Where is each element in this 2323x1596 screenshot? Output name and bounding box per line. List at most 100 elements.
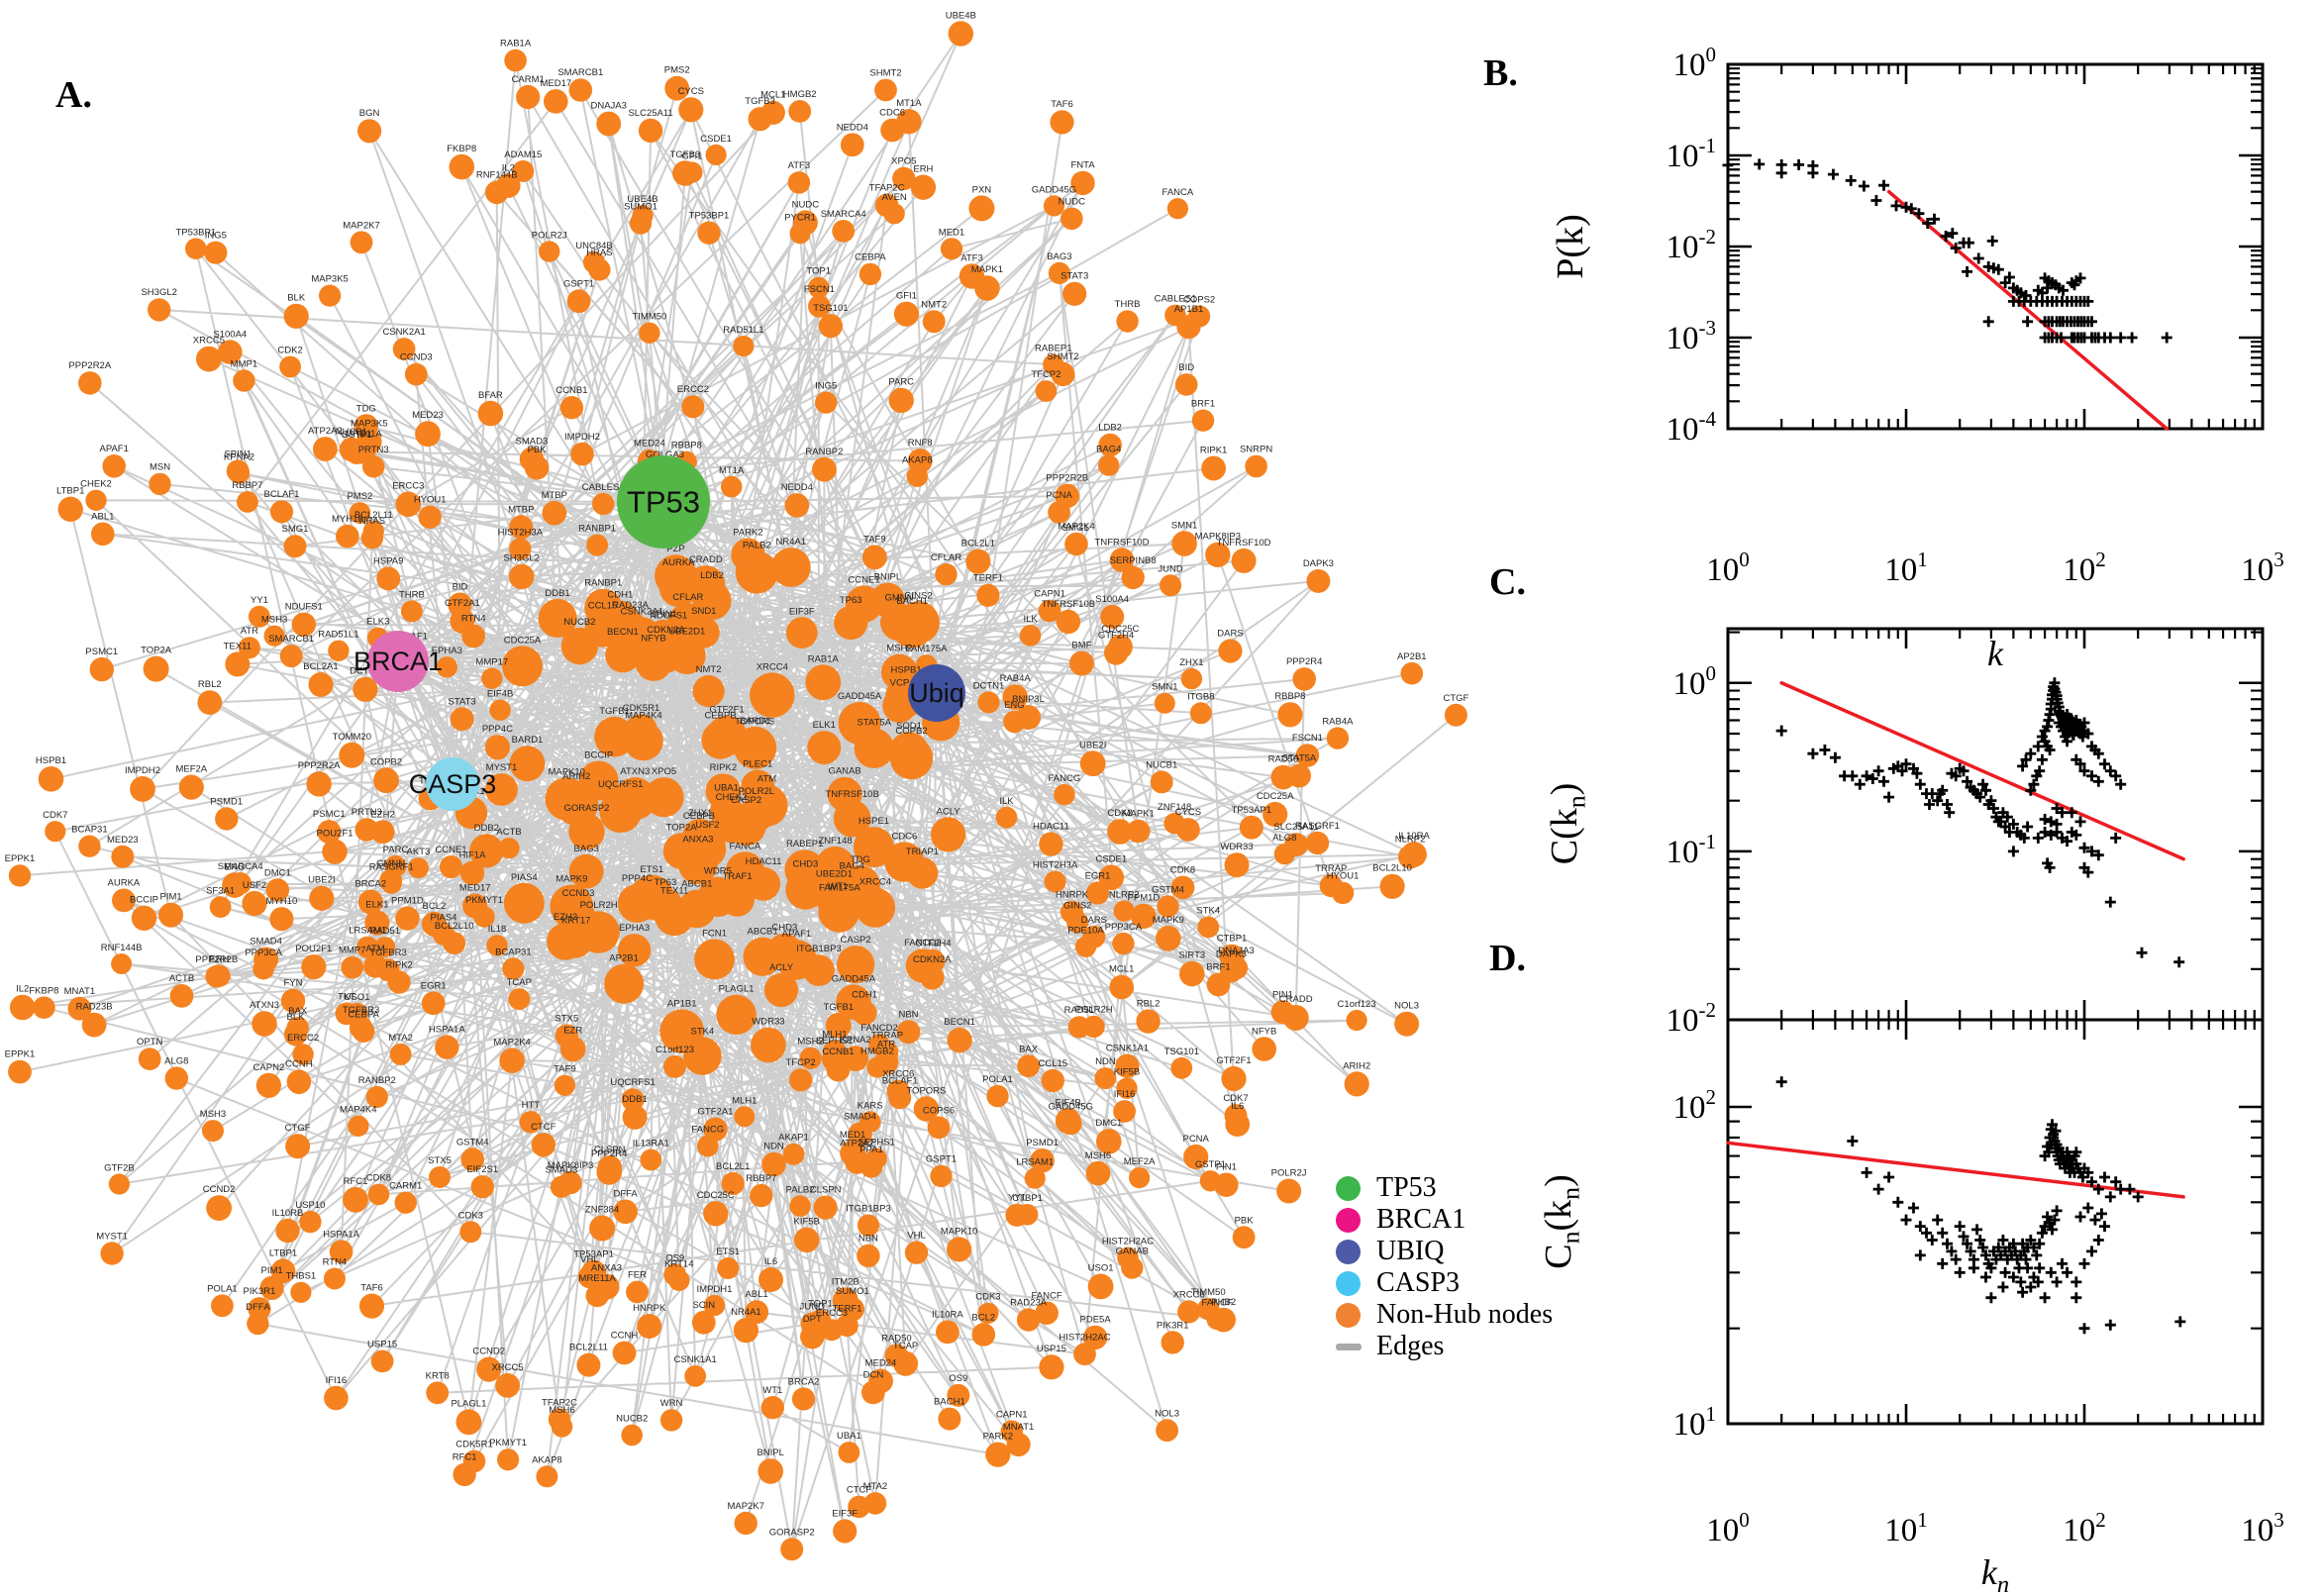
svg-text:CCNE1: CCNE1 (435, 845, 466, 855)
svg-text:CABLES1: CABLES1 (1155, 294, 1197, 305)
svg-text:ELK1: ELK1 (365, 899, 388, 910)
svg-text:10-4: 10-4 (1666, 407, 1717, 448)
svg-text:BCCIP: BCCIP (130, 895, 158, 906)
svg-text:TOP2A: TOP2A (666, 822, 698, 833)
svg-text:USP15: USP15 (367, 1340, 397, 1350)
svg-text:NRAS: NRAS (359, 516, 385, 527)
svg-text:DDB2: DDB2 (474, 823, 499, 834)
svg-text:CDKN2A: CDKN2A (913, 954, 952, 965)
svg-text:HYOU1: HYOU1 (1327, 871, 1360, 882)
svg-text:BFAR: BFAR (478, 390, 503, 401)
svg-text:RBBP8: RBBP8 (671, 441, 702, 451)
svg-text:TFCP2: TFCP2 (786, 1057, 816, 1068)
svg-text:GSPT1: GSPT1 (926, 1154, 957, 1165)
svg-text:HMGB2: HMGB2 (860, 1047, 894, 1057)
svg-text:MAPK10: MAPK10 (548, 766, 585, 777)
svg-text:YY1: YY1 (1008, 1193, 1026, 1204)
svg-text:BNIPL: BNIPL (874, 572, 901, 583)
svg-text:CCND3: CCND3 (400, 352, 433, 363)
svg-text:XRCC4: XRCC4 (757, 661, 788, 672)
svg-text:BCL2: BCL2 (971, 1312, 995, 1323)
svg-text:IFI16: IFI16 (326, 1375, 348, 1386)
svg-text:NEDD4: NEDD4 (781, 482, 813, 493)
svg-text:NFYB: NFYB (641, 634, 665, 645)
ubiq-swatch-icon (1336, 1239, 1361, 1264)
svg-text:SF3A1: SF3A1 (206, 885, 235, 896)
svg-text:CDK5R1: CDK5R1 (623, 703, 660, 714)
svg-text:ATR: ATR (877, 1039, 895, 1049)
svg-text:CTGF: CTGF (285, 1123, 311, 1134)
svg-text:VHL: VHL (907, 1231, 925, 1242)
svg-text:PPP2R2B: PPP2R2B (195, 954, 238, 965)
svg-text:LTBP1: LTBP1 (269, 1247, 297, 1258)
svg-text:MRE11A: MRE11A (579, 1273, 617, 1284)
svg-text:RIPK2: RIPK2 (385, 960, 412, 971)
svg-text:EIF4B: EIF4B (1055, 1097, 1080, 1108)
svg-text:XRCC6: XRCC6 (1173, 1289, 1205, 1300)
svg-text:CDK8: CDK8 (1170, 865, 1195, 876)
svg-text:TP53BP1: TP53BP1 (175, 227, 216, 238)
svg-text:WT1: WT1 (828, 881, 848, 892)
svg-text:ELK1: ELK1 (813, 720, 836, 731)
svg-text:STAT3: STAT3 (449, 696, 476, 707)
svg-text:EIF3F: EIF3F (832, 1508, 858, 1519)
svg-text:CCND3: CCND3 (562, 888, 595, 899)
svg-text:FCN1: FCN1 (702, 929, 727, 940)
svg-text:ATM: ATM (758, 773, 776, 784)
svg-text:NFYB: NFYB (1252, 1026, 1276, 1037)
svg-text:DAPK3: DAPK3 (1216, 949, 1247, 960)
svg-text:RAD51L1: RAD51L1 (723, 325, 763, 336)
svg-text:BCL2L1: BCL2L1 (716, 1161, 750, 1172)
svg-text:POLR2L: POLR2L (739, 786, 774, 797)
svg-text:CCL15: CCL15 (588, 601, 618, 612)
svg-text:JUND: JUND (800, 1302, 825, 1313)
svg-text:MED17: MED17 (459, 882, 491, 893)
svg-text:COPB2: COPB2 (895, 726, 927, 737)
svg-text:POLR2H: POLR2H (580, 900, 618, 911)
panel-a-label: A. (55, 74, 92, 116)
svg-text:ACTB: ACTB (496, 827, 521, 838)
svg-text:UQCRFS1: UQCRFS1 (610, 1077, 655, 1088)
svg-text:CDK3: CDK3 (975, 1292, 1000, 1303)
svg-text:POU2F1: POU2F1 (295, 944, 332, 954)
svg-text:PSMC1: PSMC1 (85, 647, 118, 657)
svg-text:TIMM50: TIMM50 (1191, 1287, 1226, 1298)
svg-text:UBE2D1: UBE2D1 (816, 869, 853, 880)
svg-text:ACLY: ACLY (937, 806, 961, 817)
svg-text:TOP2A: TOP2A (141, 646, 172, 656)
legend-item-edges: Edges (1336, 1331, 1553, 1362)
svg-text:EGR1: EGR1 (421, 980, 447, 991)
scatter-points (1775, 677, 2185, 968)
svg-text:ATP2A2: ATP2A2 (840, 1139, 874, 1149)
svg-text:RANBP2: RANBP2 (805, 447, 843, 457)
svg-text:ELK3: ELK3 (366, 617, 389, 628)
svg-text:ITGB1BP3: ITGB1BP3 (846, 1204, 890, 1215)
svg-text:BLK: BLK (287, 293, 306, 304)
svg-text:SOD1: SOD1 (896, 721, 922, 732)
svg-text:UNC84B: UNC84B (575, 241, 613, 251)
svg-text:BCL2L11: BCL2L11 (354, 510, 393, 521)
svg-text:PLAGL1: PLAGL1 (451, 1398, 486, 1409)
svg-text:MLH1: MLH1 (732, 1095, 757, 1106)
svg-text:PLAGL1: PLAGL1 (719, 984, 755, 995)
svg-text:HSPA1A: HSPA1A (429, 1025, 465, 1036)
svg-text:CAPN1: CAPN1 (996, 1410, 1028, 1421)
svg-text:IFI16: IFI16 (1114, 1089, 1136, 1100)
svg-text:SUMO1: SUMO1 (836, 1286, 869, 1297)
svg-text:CCNE1: CCNE1 (848, 574, 879, 585)
svg-text:RTN4: RTN4 (461, 614, 486, 625)
svg-text:ENG: ENG (225, 861, 246, 872)
svg-text:BID: BID (453, 581, 468, 592)
svg-text:NR4A1: NR4A1 (775, 537, 806, 548)
network-nodes (8, 21, 1467, 1561)
svg-text:CDK7: CDK7 (1223, 1093, 1248, 1104)
svg-text:MNAT1: MNAT1 (64, 986, 96, 997)
svg-text:GSTP1: GSTP1 (342, 430, 372, 441)
svg-text:LDB2: LDB2 (1098, 423, 1122, 434)
svg-text:PMS2: PMS2 (664, 65, 690, 76)
svg-text:DARS: DARS (1217, 628, 1243, 639)
legend-item-tp53: TP53 (1336, 1172, 1553, 1204)
svg-text:MAP2K7: MAP2K7 (343, 220, 380, 231)
svg-text:UBE2I: UBE2I (1079, 740, 1106, 750)
svg-text:SMG1: SMG1 (1062, 523, 1089, 534)
